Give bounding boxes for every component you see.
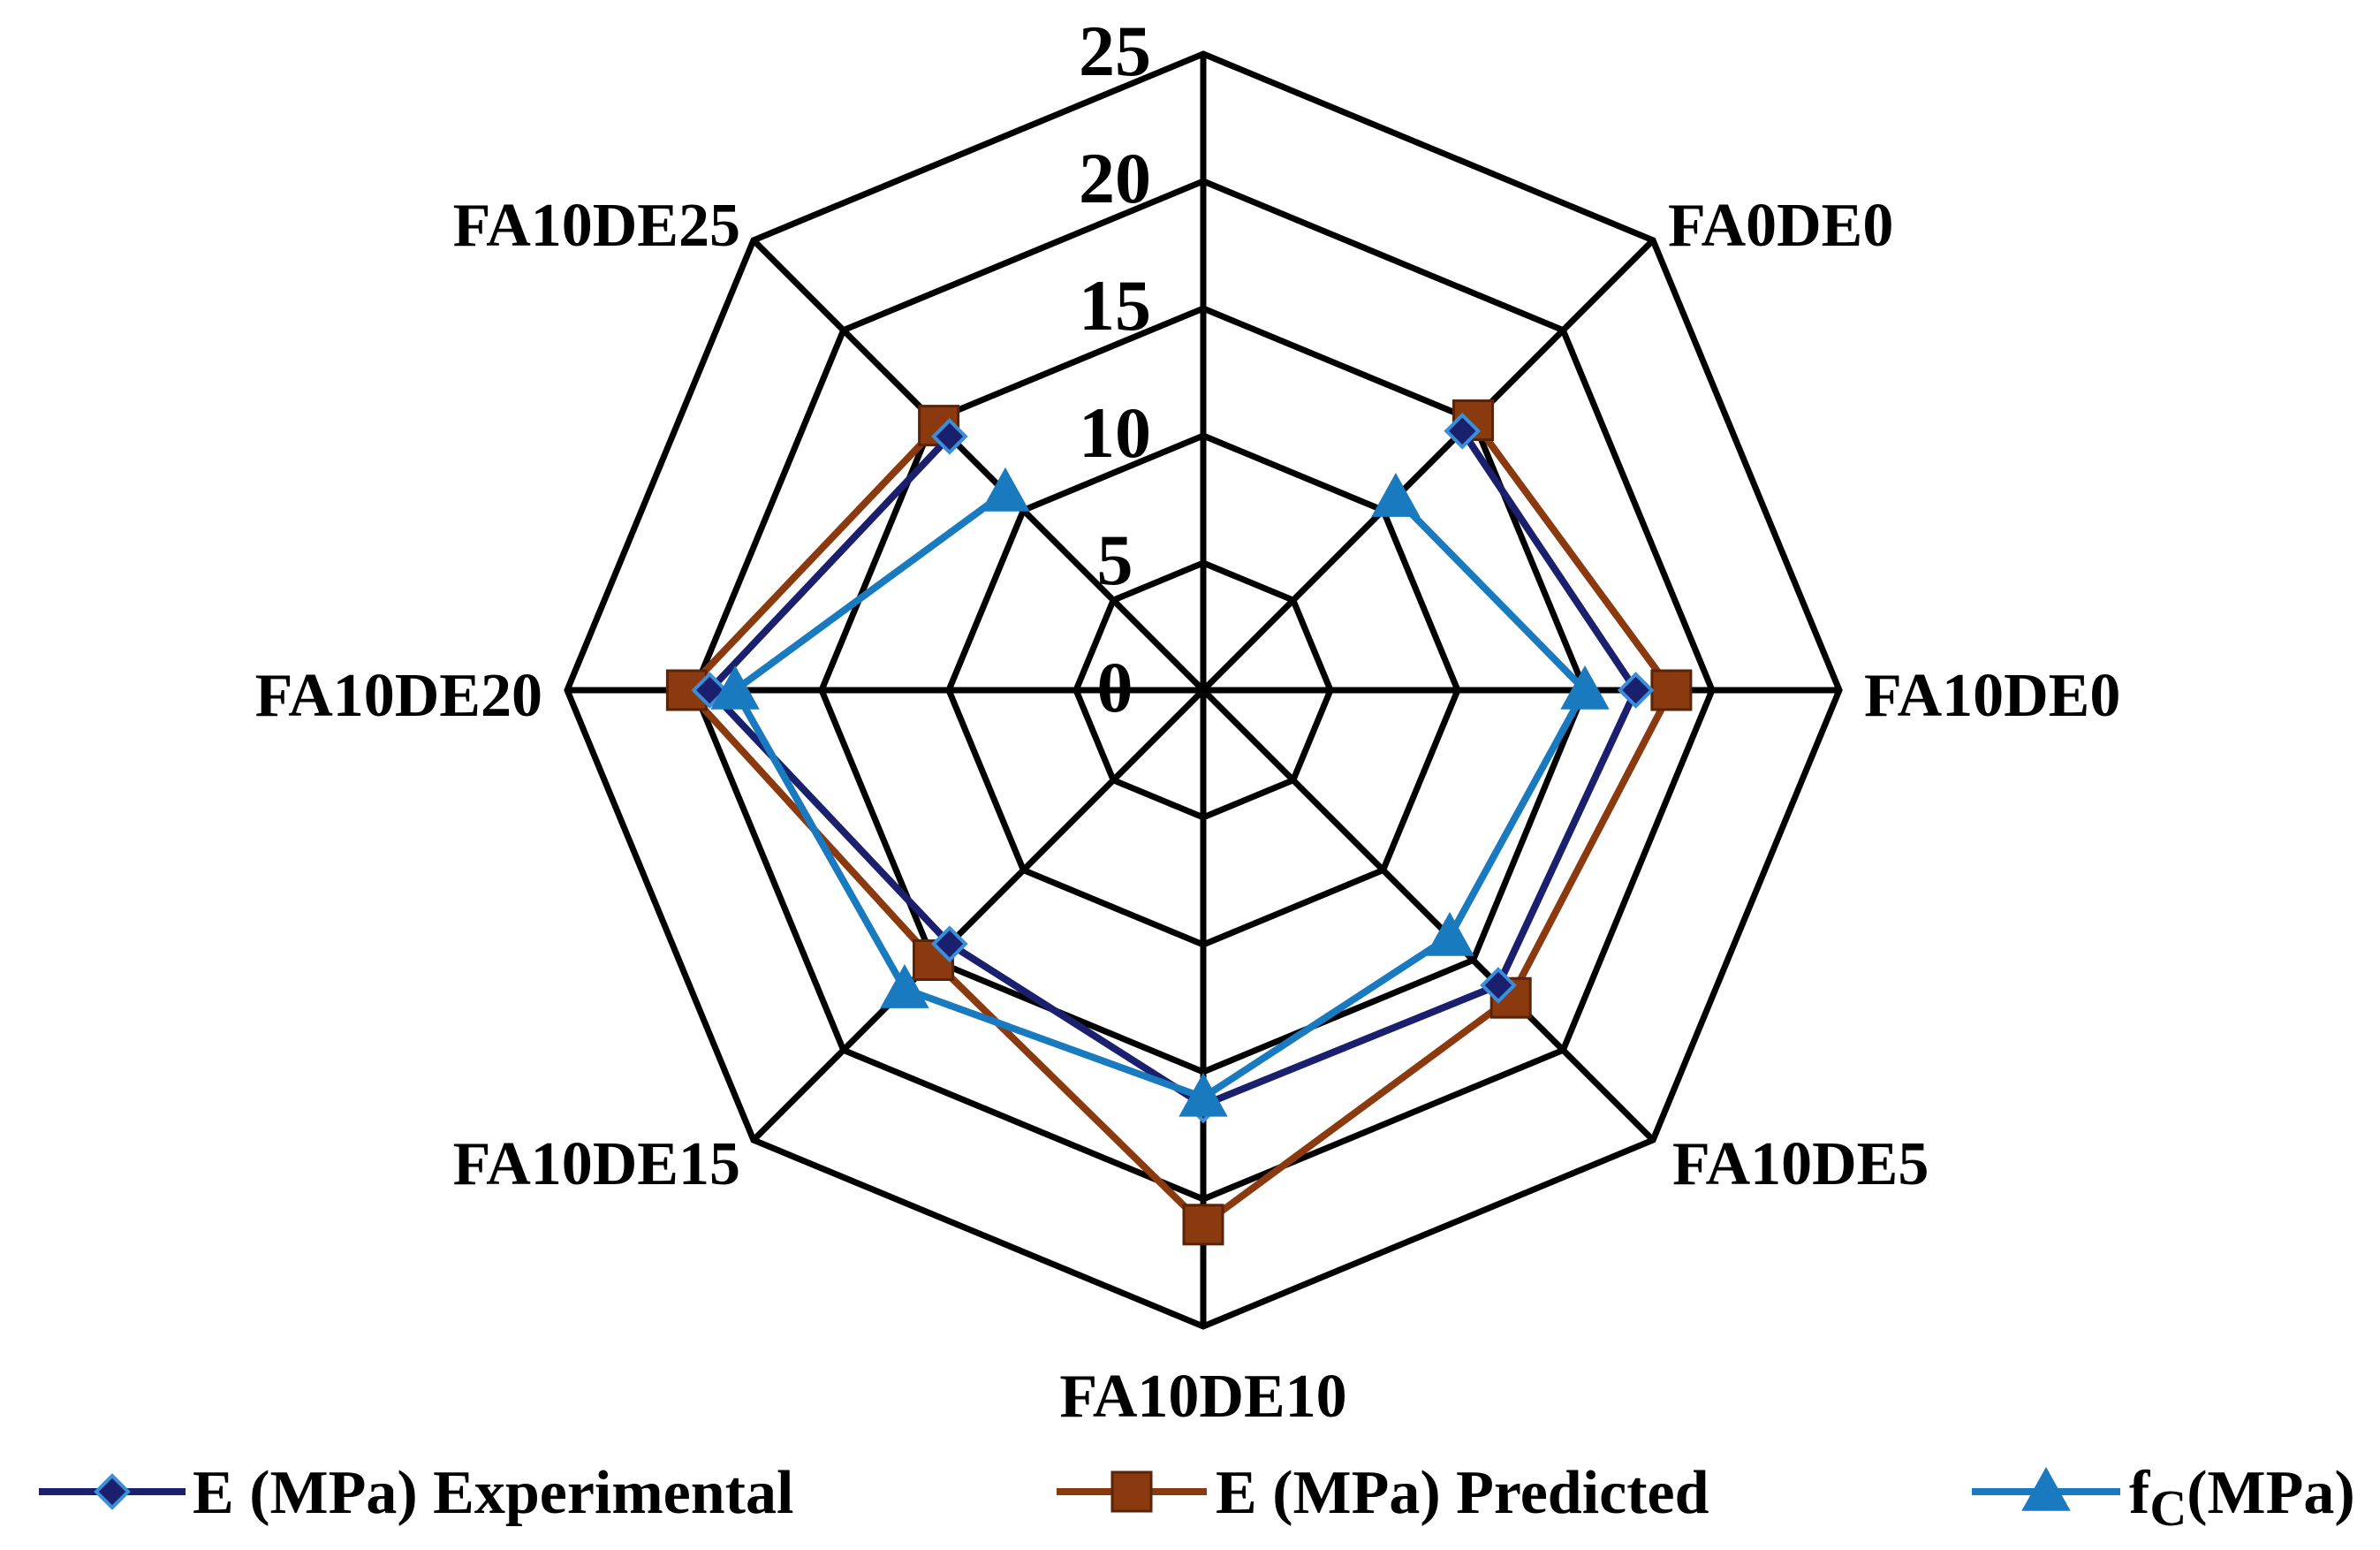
grid-spoke-7: [751, 238, 1206, 693]
category-label-fa10de10: FA10DE10: [1059, 1363, 1346, 1431]
legend: E (MPa) Experimental E (MPa) Predicted fC(…: [39, 1459, 2355, 1537]
series-2-point-0: [1371, 473, 1421, 517]
series-0-point-4: [931, 925, 968, 962]
series-0-point-0: [1444, 412, 1482, 450]
tick-label-20: 20: [1079, 138, 1151, 218]
series-0-point-6: [931, 418, 968, 455]
series-2-point-5: [710, 665, 760, 710]
grid-spoke-1: [1201, 238, 1656, 693]
radar-grid: [564, 50, 1843, 1330]
series-2-point-6: [981, 467, 1030, 512]
legend-item-1: E (MPa) Predicted: [1057, 1459, 1709, 1527]
series-1: [665, 399, 1693, 1246]
legend-marker-1: [1110, 1470, 1153, 1513]
series-2-point-2: [1425, 911, 1474, 956]
category-labels: FA0DE0 FA10DE0 FA10DE5 FA10DE10 FA10DE15 FA10…: [255, 192, 2121, 1431]
category-label-fa10de25: FA10DE25: [453, 192, 740, 260]
legend-item-0: E (MPa) Experimental: [39, 1459, 793, 1527]
series-2-point-3: [1179, 1072, 1228, 1117]
legend-label-1: E (MPa) Predicted: [1216, 1459, 1709, 1527]
legend-marker-2: [2021, 1466, 2071, 1511]
legend-item-2: fC(MPa): [1972, 1459, 2355, 1537]
radial-tick-labels: 0 5 10 15 20 25: [1079, 11, 1151, 727]
series-0-point-1: [1617, 672, 1655, 709]
legend-label-2: fC(MPa): [2129, 1459, 2355, 1537]
tick-label-25: 25: [1079, 11, 1151, 91]
tick-label-0: 0: [1097, 647, 1133, 727]
grid-spoke-3: [1201, 688, 1656, 1143]
category-label-fa0de0: FA0DE0: [1668, 192, 1893, 260]
series-1-point-1: [1650, 669, 1693, 711]
category-label-fa10de20: FA10DE20: [255, 662, 542, 730]
legend-label-0: E (MPa) Experimental: [193, 1459, 793, 1527]
series-2-point-1: [1560, 665, 1610, 710]
tick-label-5: 5: [1097, 520, 1133, 600]
series-2: [710, 467, 1610, 1117]
grid-spoke-5: [751, 688, 1206, 1143]
series-1-point-3: [1182, 1204, 1224, 1246]
legend-label-main: f: [2129, 1459, 2150, 1527]
series-0-point-2: [1480, 967, 1517, 1004]
category-label-fa10de0: FA10DE0: [1864, 662, 2120, 730]
legend-marker-0: [94, 1473, 131, 1510]
series-2-point-4: [880, 963, 929, 1008]
data-series: [665, 399, 1693, 1246]
tick-label-15: 15: [1079, 265, 1151, 346]
category-label-fa10de15: FA10DE15: [453, 1130, 740, 1198]
category-label-fa10de5: FA10DE5: [1672, 1130, 1929, 1198]
tick-label-10: 10: [1079, 392, 1151, 473]
legend-label-rest: (MPa): [2187, 1459, 2354, 1527]
legend-label-sub: C: [2149, 1479, 2187, 1537]
